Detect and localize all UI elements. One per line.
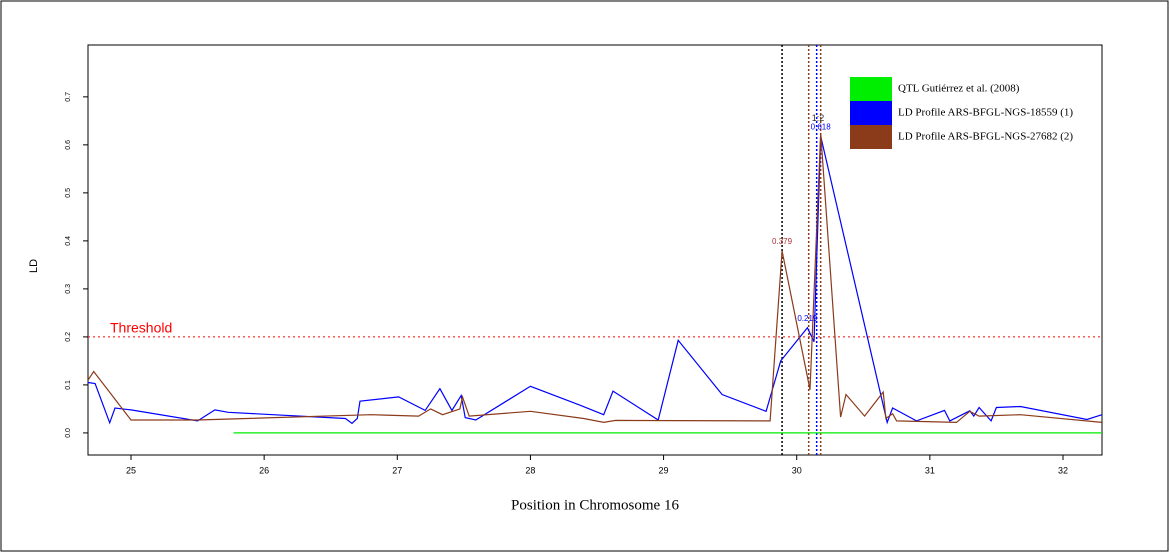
x-tick-label: 28 [525,465,535,475]
legend-swatch [850,77,892,101]
legend-label: LD Profile ARS-BFGL-NGS-18559 (1) [898,107,1073,119]
threshold-label: Threshold [110,320,172,336]
x-axis-label: Position in Chromosome 16 [511,497,679,513]
y-tick-label: 0.4 [65,236,72,246]
x-tick-label: 27 [392,465,402,475]
data-label: 0.379 [772,237,793,246]
y-tick-label: 0.7 [65,92,72,102]
plot-area [87,44,1103,456]
data-label: 0.219 [797,314,818,323]
series-line [87,132,1103,424]
series-line [87,136,1103,425]
y-tick-label: 0.5 [65,188,72,198]
marker-label: 1:2 [812,113,825,123]
legend-swatch [850,125,892,149]
y-tick-label: 0.2 [65,332,72,342]
x-tick-label: 26 [259,465,269,475]
y-tick-label: 0.1 [65,380,72,390]
data-label: 0.618 [811,122,832,131]
legend-label: LD Profile ARS-BFGL-NGS-27682 (2) [898,131,1073,143]
x-tick-label: 32 [1058,465,1068,475]
y-tick-label: 0.0 [65,428,72,438]
legend-label: QTL Gutiérrez et al. (2008) [898,83,1020,95]
x-tick-label: 25 [126,465,136,475]
x-tick-label: 30 [792,465,802,475]
y-tick-label: 0.6 [65,140,72,150]
legend-swatch [850,101,892,125]
x-tick-label: 31 [925,465,935,475]
y-axis-label: LD [28,259,40,273]
y-tick-label: 0.3 [65,284,72,294]
x-tick-label: 29 [659,465,669,475]
